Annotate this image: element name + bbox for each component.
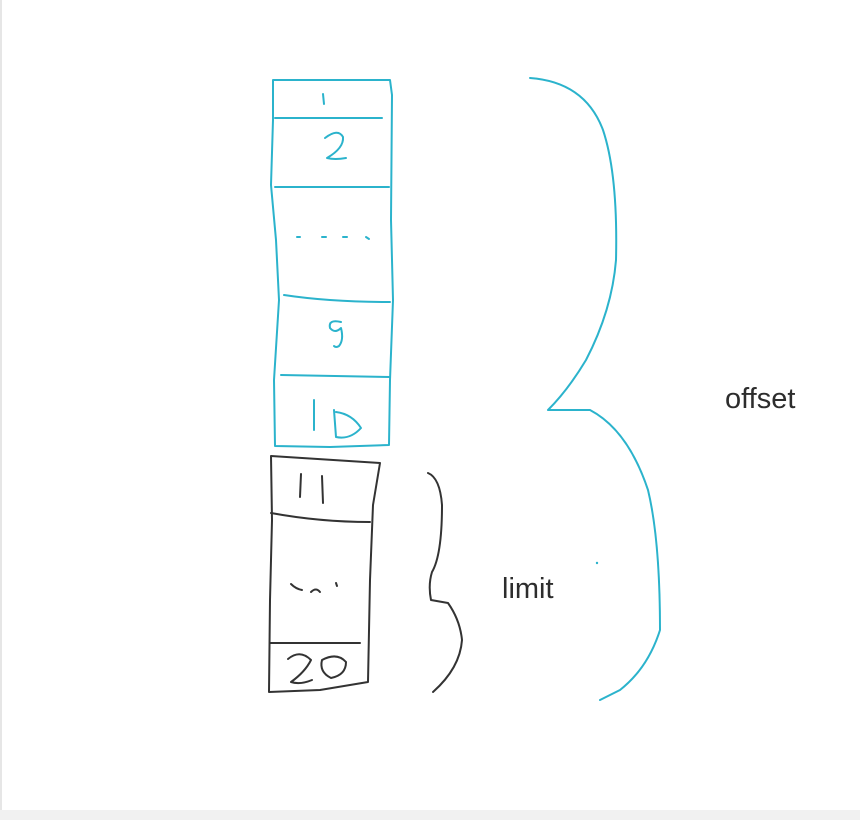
offset-cell-9-digit — [328, 320, 344, 348]
offset-brace — [529, 77, 661, 701]
limit-cell-11-digit — [299, 473, 324, 504]
limit-block — [268, 455, 381, 693]
offset-cell-1-digit — [322, 93, 325, 105]
limit-block-outline — [268, 455, 381, 693]
offset-cell-10-digit — [313, 399, 362, 439]
bottom-strip — [0, 810, 860, 820]
offset-divider-3 — [283, 294, 391, 303]
offset-label: offset — [725, 383, 796, 415]
limit-divider-1 — [270, 512, 371, 523]
offset-block-outline — [270, 79, 394, 448]
limit-cell-ellipsis — [290, 582, 338, 593]
stray-dot — [595, 561, 599, 565]
limit-brace — [427, 472, 463, 693]
left-border — [0, 0, 2, 810]
offset-block — [270, 79, 394, 448]
offset-cell-ellipsis — [296, 236, 370, 240]
limit-label: limit — [502, 573, 554, 605]
offset-divider-4 — [280, 374, 391, 378]
offset-cell-2-digit — [324, 131, 347, 160]
limit-cell-20-digit — [287, 653, 347, 685]
